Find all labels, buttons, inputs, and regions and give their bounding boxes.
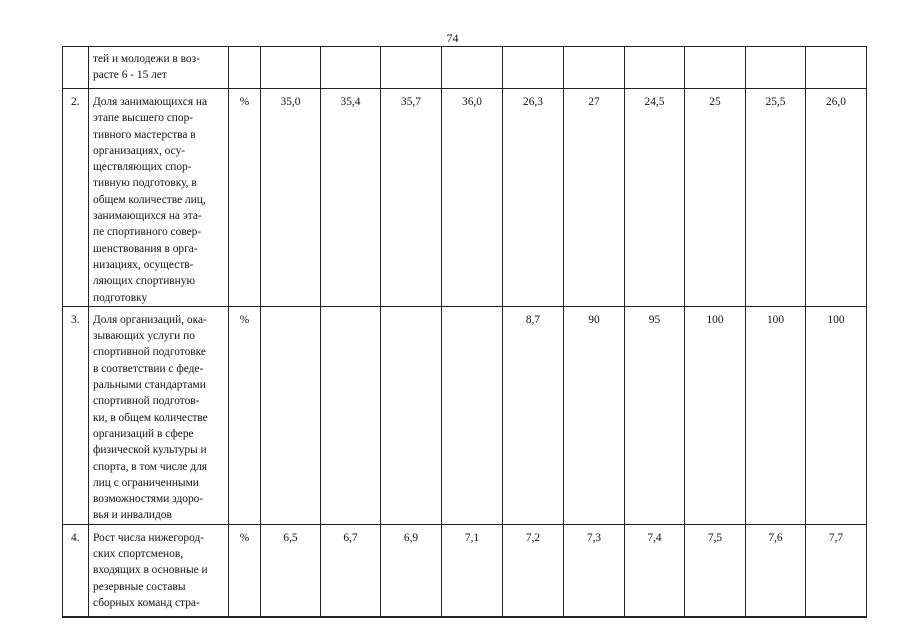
value-cell: 7,4 (624, 523, 685, 618)
value-cell (563, 46, 625, 89)
value-cell (502, 46, 564, 89)
value-cell (380, 305, 442, 525)
row-number (62, 46, 89, 89)
value-cell: 26,0 (805, 88, 867, 307)
value-cell (320, 305, 381, 525)
value-cell: 90 (563, 305, 625, 525)
unit: % (228, 523, 261, 618)
value-cell (805, 46, 867, 89)
value-cell (624, 46, 685, 89)
indicator-description: Доля организаций, ока-зывающих услуги по… (88, 305, 229, 525)
value-cell (380, 46, 442, 89)
row-number: 3. (62, 305, 89, 525)
value-cell: 100 (684, 305, 746, 525)
value-cell: 7,5 (684, 523, 746, 618)
value-cell: 25 (684, 88, 746, 307)
value-cell: 7,1 (441, 523, 503, 618)
table-row: 3. Доля организаций, ока-зывающих услуги … (62, 305, 867, 525)
indicators-table: тей и молодежи в воз-расте 6 - 15 лет 2. Д… (62, 46, 867, 618)
value-cell: 24,5 (624, 88, 685, 307)
value-cell: 26,3 (502, 88, 564, 307)
value-cell: 36,0 (441, 88, 503, 307)
value-cell (441, 305, 503, 525)
value-cell: 8,7 (502, 305, 564, 525)
unit: % (228, 88, 261, 307)
value-cell: 100 (745, 305, 806, 525)
value-cell: 6,5 (260, 523, 321, 618)
row-number: 2. (62, 88, 89, 307)
value-cell (260, 46, 321, 89)
row-number: 4. (62, 523, 89, 618)
value-cell (260, 305, 321, 525)
value-cell: 100 (805, 305, 867, 525)
value-cell (320, 46, 381, 89)
indicator-description: Доля занимающихся на этапе высшего спор-т… (88, 88, 229, 307)
value-cell: 6,9 (380, 523, 442, 618)
value-cell: 25,5 (745, 88, 806, 307)
value-cell: 6,7 (320, 523, 381, 618)
value-cell: 7,2 (502, 523, 564, 618)
value-cell: 7,6 (745, 523, 806, 618)
value-cell: 7,3 (563, 523, 625, 618)
table-row: тей и молодежи в воз-расте 6 - 15 лет (62, 46, 867, 89)
unit: % (228, 305, 261, 525)
indicator-description: Рост числа нижегород-ских спортсменов, вх… (88, 523, 229, 618)
value-cell (745, 46, 806, 89)
value-cell: 95 (624, 305, 685, 525)
indicator-description: тей и молодежи в воз-расте 6 - 15 лет (88, 46, 229, 89)
table-row: 4. Рост числа нижегород-ских спортсменов,… (62, 523, 867, 618)
value-cell: 7,7 (805, 523, 867, 618)
table-row: 2. Доля занимающихся на этапе высшего спор… (62, 88, 867, 307)
value-cell (441, 46, 503, 89)
value-cell: 35,7 (380, 88, 442, 307)
value-cell: 27 (563, 88, 625, 307)
unit (228, 46, 261, 89)
page-number: 74 (446, 31, 459, 45)
value-cell (684, 46, 746, 89)
value-cell: 35,0 (260, 88, 321, 307)
value-cell: 35,4 (320, 88, 381, 307)
